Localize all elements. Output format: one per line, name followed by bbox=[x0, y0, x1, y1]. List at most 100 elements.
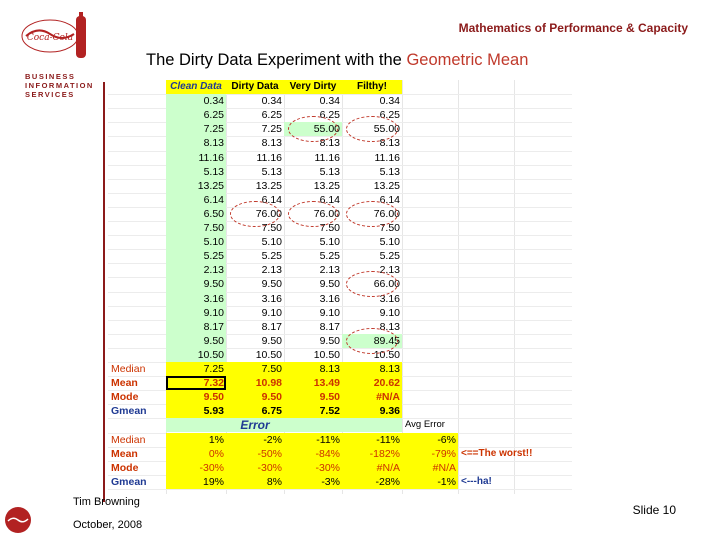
data-cell: 8.17 bbox=[319, 320, 340, 333]
data-cell: 7.25 bbox=[261, 123, 282, 136]
data-cell: 9.50 bbox=[203, 278, 224, 291]
grid-line bbox=[108, 263, 572, 265]
data-cell: 9.50 bbox=[203, 334, 224, 347]
stat-value: #N/A bbox=[376, 391, 400, 404]
data-cell: 0.34 bbox=[261, 95, 282, 108]
dirty-value-marker bbox=[288, 200, 338, 227]
error-value: -30% bbox=[199, 461, 224, 474]
data-cell: 5.10 bbox=[261, 236, 282, 249]
error-label: Mean bbox=[111, 447, 138, 460]
data-cell: 5.13 bbox=[261, 165, 282, 178]
error-note: <==The worst!! bbox=[461, 447, 533, 459]
column-header: Filthy! bbox=[357, 81, 387, 92]
presentation-date: October, 2008 bbox=[73, 519, 143, 531]
error-value: 0% bbox=[208, 447, 224, 460]
grid-line bbox=[108, 221, 572, 222]
stat-value: 9.50 bbox=[203, 391, 224, 404]
grid-line bbox=[108, 277, 572, 279]
error-value: 8% bbox=[266, 475, 282, 488]
error-value: 19% bbox=[202, 475, 224, 488]
stat-label: Mean bbox=[111, 377, 138, 390]
clean-column-fill bbox=[166, 80, 226, 362]
data-cell: 3.16 bbox=[203, 292, 224, 305]
data-cell: 5.25 bbox=[319, 250, 340, 263]
error-value: -30% bbox=[257, 461, 282, 474]
logo-text: BUSINESS INFORMATION SERVICES bbox=[25, 72, 94, 99]
error-value: -50% bbox=[257, 447, 282, 460]
stat-value: 7.25 bbox=[203, 363, 224, 375]
stat-value: 20.62 bbox=[373, 377, 400, 390]
data-cell: 8.17 bbox=[203, 320, 224, 333]
slide-title-prefix: The Dirty Data Experiment with the bbox=[146, 51, 407, 69]
data-cell: 5.13 bbox=[319, 165, 340, 178]
error-value: -84% bbox=[315, 447, 340, 460]
selected-cell-outline bbox=[166, 376, 226, 391]
data-cell: 5.25 bbox=[203, 250, 224, 263]
data-cell: 5.10 bbox=[379, 236, 400, 249]
error-value: -11% bbox=[376, 433, 400, 446]
data-cell: 7.50 bbox=[203, 222, 224, 234]
data-cell: 3.16 bbox=[379, 292, 400, 305]
data-cell: 8.13 bbox=[379, 137, 400, 150]
data-cell: 2.13 bbox=[203, 264, 224, 277]
dirty-value-marker bbox=[230, 200, 280, 227]
error-title-fill bbox=[166, 418, 402, 433]
data-cell: 9.10 bbox=[379, 306, 400, 319]
grid-line bbox=[108, 249, 572, 251]
data-cell: 11.16 bbox=[256, 151, 283, 164]
error-label: Mode bbox=[111, 461, 139, 474]
grid-line bbox=[108, 192, 572, 194]
avg-error-value: #N/A bbox=[432, 461, 456, 474]
dirty-value-marker bbox=[346, 327, 398, 354]
grid-line bbox=[108, 347, 572, 349]
error-label: Median bbox=[111, 433, 146, 446]
data-cell: 10.50 bbox=[255, 348, 282, 361]
data-cell: 8.13 bbox=[261, 137, 282, 150]
data-cell: 9.50 bbox=[261, 334, 282, 347]
error-label: Gmean bbox=[111, 475, 147, 488]
header-row-fill bbox=[166, 80, 402, 95]
avg-error-value: -1% bbox=[437, 475, 456, 488]
error-value: -3% bbox=[321, 475, 340, 488]
stat-value: 8.13 bbox=[319, 363, 340, 375]
data-cell: 3.16 bbox=[319, 292, 340, 305]
grid-line bbox=[108, 94, 572, 96]
logo-line-3: SERVICES bbox=[25, 90, 75, 99]
company-logo: Coca-Cola BUSINESS INFORMATION SERVICES bbox=[18, 10, 96, 102]
data-cell: 9.50 bbox=[261, 278, 282, 291]
data-cell: 8.13 bbox=[203, 137, 224, 150]
stat-value: 5.93 bbox=[203, 405, 224, 418]
error-value: -30% bbox=[315, 461, 340, 474]
stat-value: 13.49 bbox=[313, 377, 340, 390]
logo-line-1: BUSINESS bbox=[25, 72, 76, 81]
data-cell: 13.25 bbox=[313, 179, 340, 192]
grid-line bbox=[514, 80, 515, 494]
stats-fill bbox=[166, 362, 402, 419]
grid-line bbox=[108, 235, 572, 237]
error-value: -11% bbox=[316, 433, 340, 446]
avg-error-value: -79% bbox=[431, 447, 456, 460]
data-cell: 11.16 bbox=[374, 151, 401, 164]
data-cell: 2.13 bbox=[319, 264, 340, 277]
data-cell: 6.25 bbox=[203, 109, 224, 122]
dirty-value-marker bbox=[346, 116, 398, 143]
grid-line bbox=[108, 319, 572, 321]
vertical-divider bbox=[103, 82, 105, 502]
stat-value: 10.98 bbox=[255, 377, 282, 390]
data-cell: 9.50 bbox=[319, 334, 340, 347]
column-header: Clean Data bbox=[170, 81, 222, 92]
data-cell: 13.25 bbox=[255, 179, 282, 192]
header-title: Mathematics of Performance & Capacity bbox=[458, 21, 688, 35]
slide-title: The Dirty Data Experiment with the Geome… bbox=[146, 51, 528, 70]
data-cell: 10.50 bbox=[313, 348, 340, 361]
grid-line bbox=[108, 305, 572, 307]
data-cell: 0.34 bbox=[319, 95, 340, 108]
stat-value: 7.52 bbox=[319, 405, 340, 418]
grid-line bbox=[108, 488, 572, 490]
grid-line bbox=[108, 178, 572, 180]
data-cell: 5.10 bbox=[203, 236, 224, 249]
data-cell: 13.25 bbox=[197, 179, 224, 192]
grid-line bbox=[226, 80, 227, 494]
data-cell: 0.34 bbox=[379, 95, 400, 108]
data-cell: 5.25 bbox=[379, 250, 400, 263]
